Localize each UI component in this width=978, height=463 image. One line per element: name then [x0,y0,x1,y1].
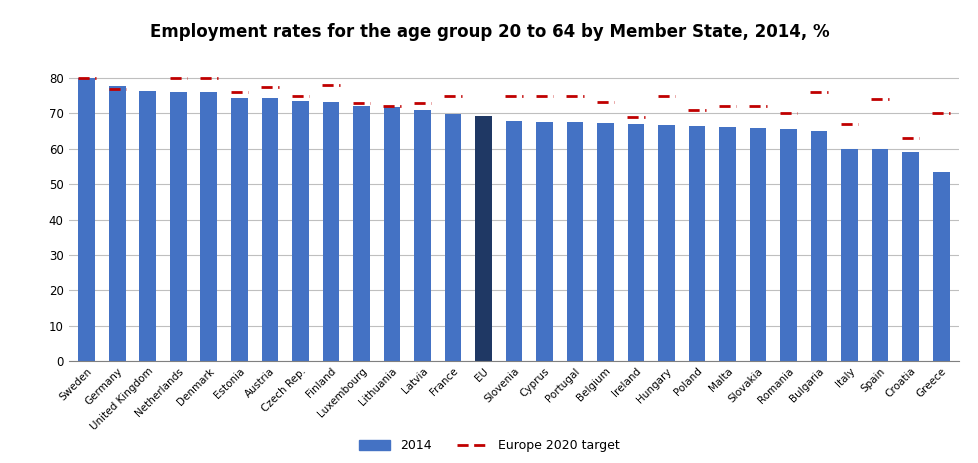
Bar [170,92,187,361]
Bar [932,172,949,361]
Text: Employment rates for the age group 20 to 64 by Member State, 2014, %: Employment rates for the age group 20 to… [150,24,828,41]
Bar [109,86,125,361]
Bar [779,129,796,361]
Bar [78,78,95,361]
Bar [474,116,491,361]
Legend: 2014, Europe 2020 target: 2014, Europe 2020 target [359,439,619,452]
Bar [566,122,583,361]
Bar [322,102,339,361]
Bar [870,149,888,361]
Bar [597,123,613,361]
Bar [627,124,644,361]
Bar [444,113,461,361]
Bar [840,149,857,361]
Bar [505,121,522,361]
Bar [291,101,308,361]
Bar [688,125,705,361]
Bar [536,122,553,361]
Bar [902,151,918,361]
Bar [719,127,735,361]
Bar [353,106,370,361]
Bar [200,93,217,361]
Bar [139,91,156,361]
Bar [261,99,278,361]
Bar [749,128,766,361]
Bar [231,98,247,361]
Bar [810,131,826,361]
Bar [657,125,674,361]
Bar [414,110,430,361]
Bar [383,107,400,361]
